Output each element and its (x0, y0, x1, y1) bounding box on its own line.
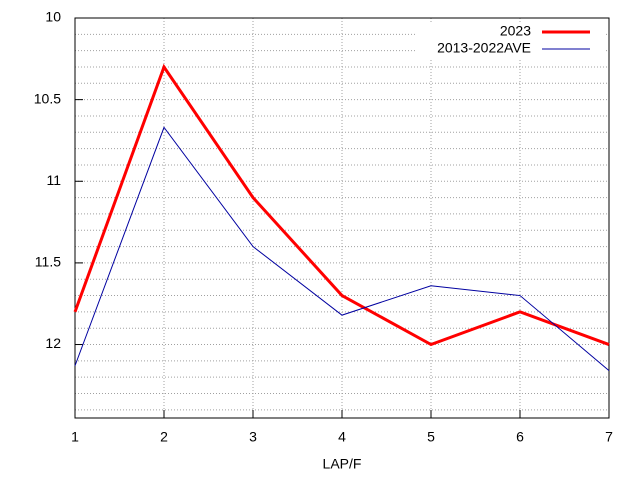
y-tick-label: 10 (45, 9, 61, 25)
y-tick-label: 11 (46, 172, 61, 188)
legend-box (416, 22, 606, 58)
y-tick-label: 12 (45, 335, 61, 351)
series-line (73, 63, 610, 347)
legend-label: 2023 (500, 23, 531, 39)
x-tick-label: 6 (516, 429, 524, 445)
x-tick-label: 7 (605, 429, 613, 445)
series-line (74, 126, 610, 372)
y-tick-label: 11.5 (35, 254, 61, 270)
plot-frame (74, 17, 610, 419)
x-tick-label: 4 (338, 429, 346, 445)
x-tick-label: 1 (71, 429, 79, 445)
legend-label: 2013-2022AVE (437, 40, 531, 56)
y-tick-label: 10.5 (34, 90, 61, 106)
x-tick-label: 3 (249, 429, 257, 445)
x-axis-label: LAP/F (323, 456, 362, 472)
x-tick-label: 2 (160, 429, 168, 445)
x-tick-label: 5 (427, 429, 435, 445)
